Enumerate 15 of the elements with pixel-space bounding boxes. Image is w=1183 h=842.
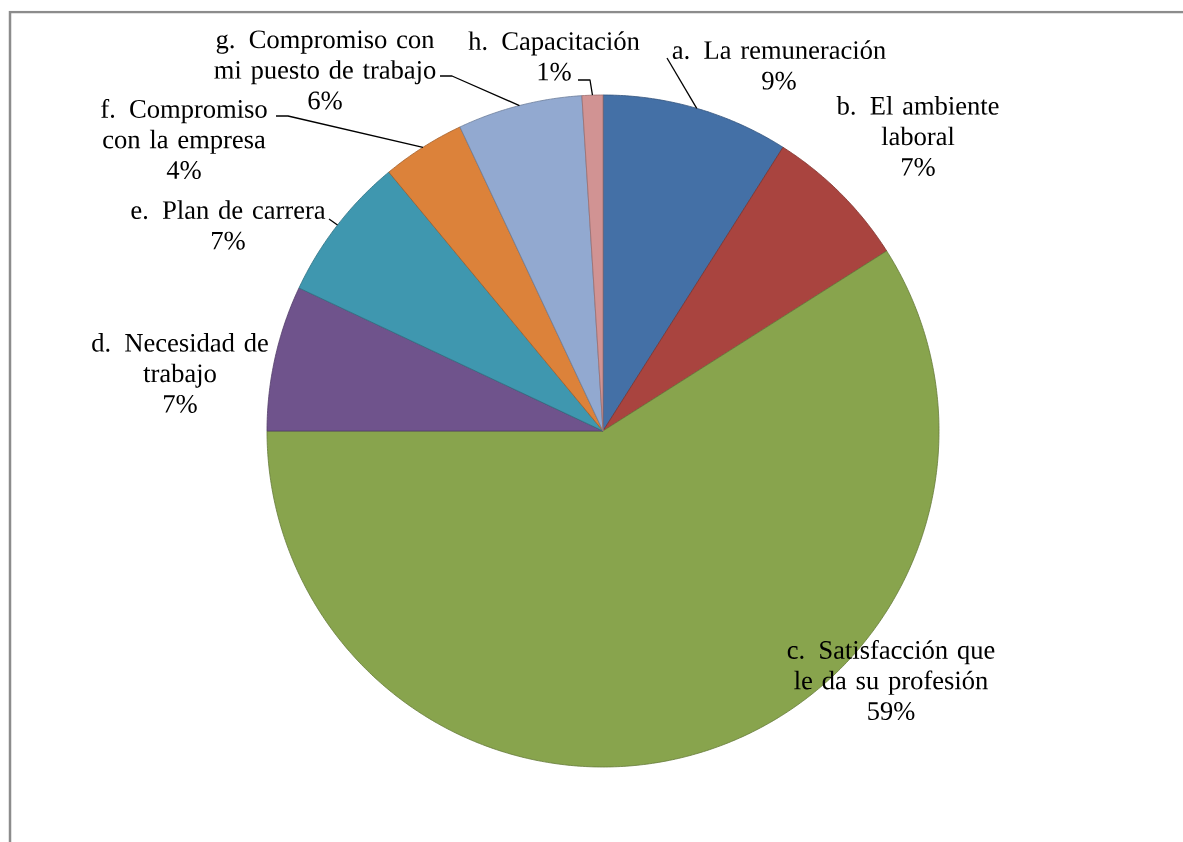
- slice-label: a. La remuneración: [672, 40, 886, 60]
- data-label: 4%: [166, 161, 201, 180]
- data-label: 6%: [308, 91, 342, 110]
- data-label: 7%: [212, 231, 245, 250]
- data-label: 1%: [538, 62, 571, 81]
- data-label: 9%: [762, 71, 796, 90]
- data-label: 59%: [868, 702, 915, 721]
- slice-label: b. El ambiente laboral: [836, 96, 999, 146]
- data-label: 7%: [164, 394, 197, 413]
- slice-label: e. Plan de carrera: [131, 200, 326, 220]
- data-label: 7%: [902, 157, 935, 176]
- slice-label: h. Capacitación: [468, 31, 640, 56]
- slice-label: d. Necesidad de trabajo: [92, 333, 268, 388]
- slice-label: g. Compromiso con mi puesto de trabajo: [214, 30, 436, 85]
- slice-label: f. Compromiso con la empresa: [101, 98, 267, 154]
